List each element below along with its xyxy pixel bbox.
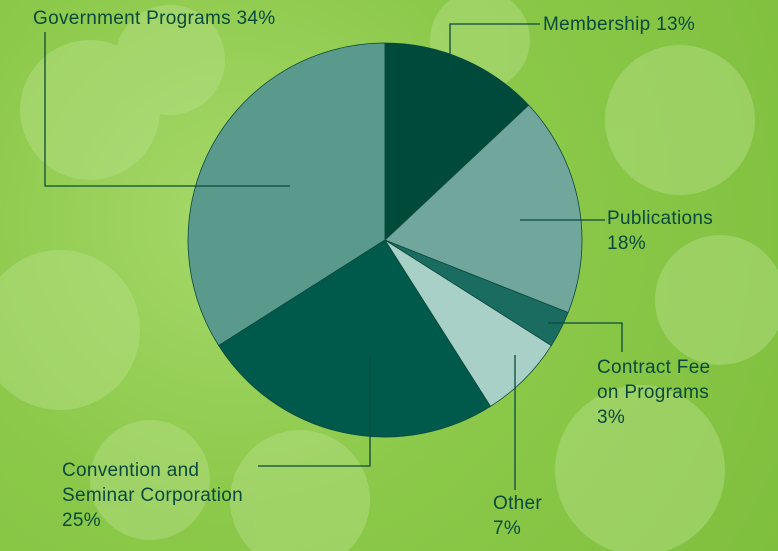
category-label: Publications	[607, 208, 713, 229]
value-label: 25%	[62, 508, 267, 533]
value-label: 7%	[493, 516, 613, 541]
category-label: Convention and Seminar Corporation	[62, 460, 243, 506]
slice-label: Publications 18%	[607, 206, 767, 256]
slice-label: Contract Fee on Programs 3%	[597, 355, 727, 430]
slice-label: Government Programs 34%	[33, 6, 275, 31]
value-label: 34%	[236, 8, 275, 29]
category-label: Other	[493, 493, 542, 514]
slice-label: Other 7%	[493, 491, 613, 541]
value-label: 3%	[597, 407, 625, 428]
category-label: Membership	[543, 14, 651, 35]
chart: Membership 13% Publications 18% Contract F…	[0, 0, 778, 551]
slice-label: Membership 13%	[543, 12, 695, 37]
slice-label: Convention and Seminar Corporation 25%	[62, 458, 267, 533]
category-label: Contract Fee on Programs	[597, 357, 710, 403]
category-label: Government Programs	[33, 8, 231, 29]
value-label: 18%	[607, 231, 767, 256]
value-label: 13%	[656, 14, 695, 35]
